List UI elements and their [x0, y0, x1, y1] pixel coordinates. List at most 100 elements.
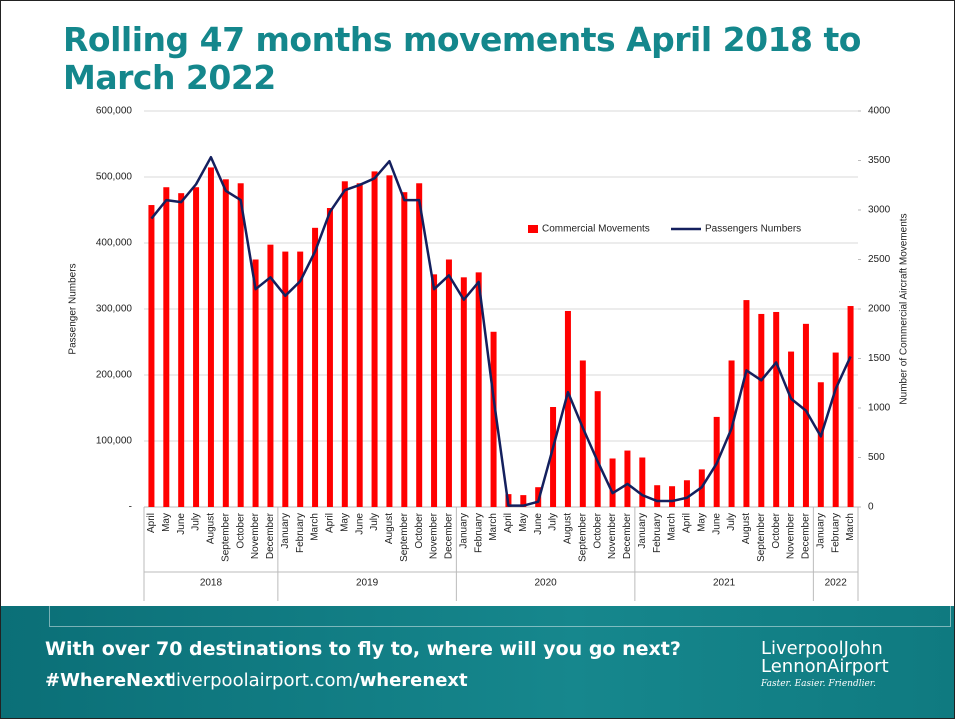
- bar: [207, 167, 214, 507]
- x-tick-label: February: [473, 513, 484, 553]
- x-tick-label: June: [711, 513, 722, 535]
- bar: [371, 171, 378, 507]
- x-tick-label: April: [503, 513, 514, 533]
- url: liverpoolairport.com/wherenext: [171, 670, 468, 691]
- logo-line: LiverpoolJohn: [761, 638, 883, 659]
- x-tick-label: March: [845, 513, 856, 541]
- y-axis-title: Passenger Numbers: [68, 263, 79, 354]
- bar: [728, 360, 735, 507]
- bar: [252, 259, 259, 507]
- bar: [550, 407, 557, 507]
- bar: [193, 187, 200, 508]
- bar: [148, 205, 155, 508]
- y2-tick-label: 3000: [868, 205, 891, 216]
- legend-swatch: [528, 225, 538, 233]
- y-tick-label: 500,000: [96, 172, 133, 183]
- url-base: liverpoolairport.com: [171, 670, 354, 691]
- y-tick-label: 600,000: [96, 106, 133, 117]
- x-tick-label: September: [399, 512, 410, 562]
- bar: [282, 251, 289, 507]
- footer: With over 70 destinations to fly to, whe…: [1, 606, 954, 718]
- x-tick-label: June: [533, 513, 544, 535]
- x-group-label: 2020: [535, 578, 558, 589]
- y2-tick-label: 1000: [868, 403, 891, 414]
- legend-label: Passengers Numbers: [705, 224, 801, 235]
- x-tick-label: August: [741, 513, 752, 544]
- url-path: /wherenext: [353, 670, 468, 691]
- x-tick-label: September: [756, 512, 767, 562]
- logo-line: LennonAirport: [761, 656, 889, 677]
- bar: [475, 272, 482, 507]
- x-tick-label: November: [250, 512, 261, 559]
- bar: [341, 181, 348, 508]
- x-tick-label: November: [607, 512, 618, 559]
- x-tick-label: January: [637, 513, 648, 549]
- bar: [163, 187, 170, 508]
- y2-tick-label: 1500: [868, 353, 891, 364]
- x-tick-label: July: [548, 513, 559, 531]
- x-group-label: 2021: [713, 578, 736, 589]
- bar: [401, 192, 408, 507]
- x-group-label: 2018: [200, 578, 223, 589]
- bar: [847, 306, 854, 507]
- y2-tick-label: 4000: [868, 106, 891, 117]
- x-tick-label: October: [771, 512, 782, 548]
- x-tick-label: January: [815, 513, 826, 549]
- y2-tick-label: 2500: [868, 254, 891, 265]
- bar: [178, 193, 185, 508]
- x-tick-label: April: [325, 513, 336, 533]
- x-tick-label: July: [191, 513, 202, 531]
- bar: [802, 323, 809, 507]
- x-tick-label: April: [682, 513, 693, 533]
- x-tick-label: September: [577, 512, 588, 562]
- x-tick-label: May: [696, 513, 707, 532]
- x-tick-label: December: [622, 512, 633, 559]
- x-tick-label: September: [220, 512, 231, 562]
- bar: [297, 251, 304, 507]
- logo-slogan: Faster. Easier. Friendlier.: [761, 679, 876, 689]
- y2-tick-label: 2000: [868, 304, 891, 315]
- bar: [683, 480, 690, 507]
- line: [150, 155, 852, 507]
- y-tick-label: -: [129, 502, 132, 513]
- tagline: With over 70 destinations to fly to, whe…: [45, 638, 681, 660]
- bar: [386, 175, 393, 507]
- chart: - 100,000 200,000 300,000 400,000 500,000 600,…: [68, 106, 910, 601]
- bar: [520, 495, 527, 507]
- x-tick-label: May: [339, 513, 350, 532]
- bar: [267, 244, 274, 507]
- bar: [669, 486, 676, 507]
- bar: [758, 313, 765, 507]
- bar: [609, 458, 616, 507]
- x-tick-label: February: [830, 513, 841, 553]
- x-tick-label: November: [786, 512, 797, 559]
- bar: [237, 183, 244, 507]
- logo: LiverpoolJohn LennonAirport: [761, 640, 889, 676]
- bar: [639, 457, 646, 507]
- bar: [624, 450, 631, 507]
- bar: [312, 227, 319, 507]
- chart-frame: [49, 606, 951, 627]
- x-tick-label: June: [354, 513, 365, 535]
- bar: [579, 360, 586, 507]
- bar: [654, 485, 661, 507]
- bar: [416, 183, 423, 507]
- x-tick-label: October: [235, 512, 246, 548]
- x-tick-label: October: [414, 512, 425, 548]
- bar: [431, 274, 438, 507]
- x-tick-label: March: [667, 513, 678, 541]
- x-tick-label: May: [518, 513, 529, 532]
- x-tick-label: November: [429, 512, 440, 559]
- bar: [356, 183, 363, 507]
- x-tick-label: October: [592, 512, 603, 548]
- bar: [832, 352, 839, 507]
- bar: [743, 300, 750, 507]
- x-tick-label: June: [176, 513, 187, 535]
- bar: [460, 277, 467, 507]
- y-tick-label: 100,000: [96, 436, 133, 447]
- x-group-label: 2022: [825, 578, 848, 589]
- x-tick-label: January: [458, 513, 469, 549]
- y-tick-label: 400,000: [96, 238, 133, 249]
- bar: [788, 351, 795, 507]
